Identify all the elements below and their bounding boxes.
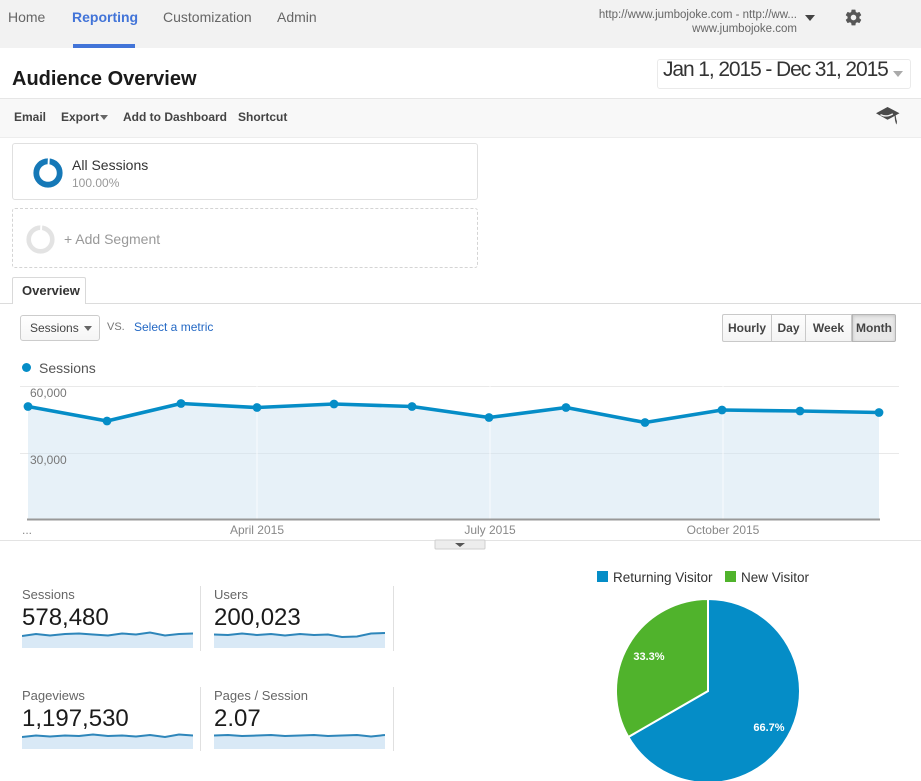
- svg-text:66.7%: 66.7%: [753, 722, 784, 734]
- svg-text:30,000: 30,000: [30, 453, 67, 467]
- svg-text:April 2015: April 2015: [230, 523, 284, 537]
- svg-text:33.3%: 33.3%: [633, 651, 664, 663]
- svg-text:60,000: 60,000: [30, 386, 67, 400]
- svg-text:July 2015: July 2015: [464, 523, 516, 537]
- svg-text:October 2015: October 2015: [687, 523, 760, 537]
- svg-text:...: ...: [22, 523, 32, 537]
